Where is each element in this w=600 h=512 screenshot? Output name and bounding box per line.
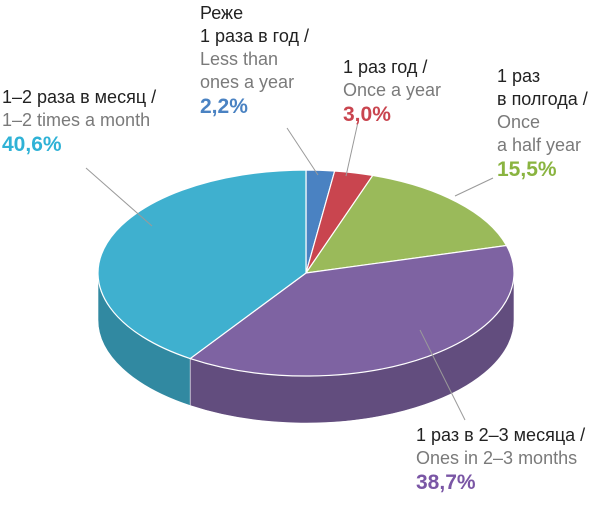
leader-line-once-in-2-3-months xyxy=(419,329,466,421)
leader-line-less-than-once-a-year xyxy=(286,127,319,176)
slice-label-ru: 1 раза в год / xyxy=(200,26,309,46)
slice-percent: 3,0% xyxy=(343,103,391,126)
slice-label-once-in-2-3-months: 1 раз в 2–3 месяца / Ones in 2–3 months 38… xyxy=(416,424,585,496)
slice-label-ru: Реже xyxy=(200,3,244,23)
slice-label-less-than-once-a-year: Реже 1 раза в год / Less than ones a year 2,… xyxy=(200,2,309,120)
pie-slice-times-a-month xyxy=(97,169,307,360)
slice-label-ru: 1 раз xyxy=(497,66,541,86)
slice-label-ru: 1–2 раза в месяц / xyxy=(2,87,157,107)
leader-line-once-a-year xyxy=(345,121,359,177)
slice-label-once-half-year: 1 раз в полгода / Once a half year 15,5% xyxy=(497,65,588,183)
slice-label-en: ones a year xyxy=(200,72,295,92)
slice-label-en: 1–2 times a month xyxy=(2,110,151,130)
slice-percent: 40,6% xyxy=(2,133,62,156)
slice-label-ru: в полгода / xyxy=(497,89,588,109)
slice-label-ru: 1 раз год / xyxy=(343,57,428,77)
slice-label-ru: 1 раз в 2–3 месяца / xyxy=(416,425,586,445)
slice-label-en: Once xyxy=(497,112,541,132)
slice-label-en: Ones in 2–3 months xyxy=(416,448,578,468)
pie-slice-once-in-2-3-months xyxy=(188,244,515,377)
slice-label-en: Once a year xyxy=(343,80,442,100)
slice-percent: 2,2% xyxy=(200,95,248,118)
slice-label-once-a-year: 1 раз год / Once a year 3,0% xyxy=(343,56,441,128)
pie-slice-once-half-year xyxy=(304,174,508,274)
pie-tops xyxy=(97,169,515,377)
slice-label-en: Less than xyxy=(200,49,279,69)
leader-line-times-a-month xyxy=(85,167,153,227)
leader-line-once-half-year xyxy=(454,177,494,197)
slice-label-en: a half year xyxy=(497,135,582,155)
leader-lines xyxy=(85,121,494,421)
slice-percent: 15,5% xyxy=(497,158,557,181)
slice-percent: 38,7% xyxy=(416,471,476,494)
slice-label-times-a-month: 1–2 раза в месяц / 1–2 times a month 40,6% xyxy=(2,86,156,158)
